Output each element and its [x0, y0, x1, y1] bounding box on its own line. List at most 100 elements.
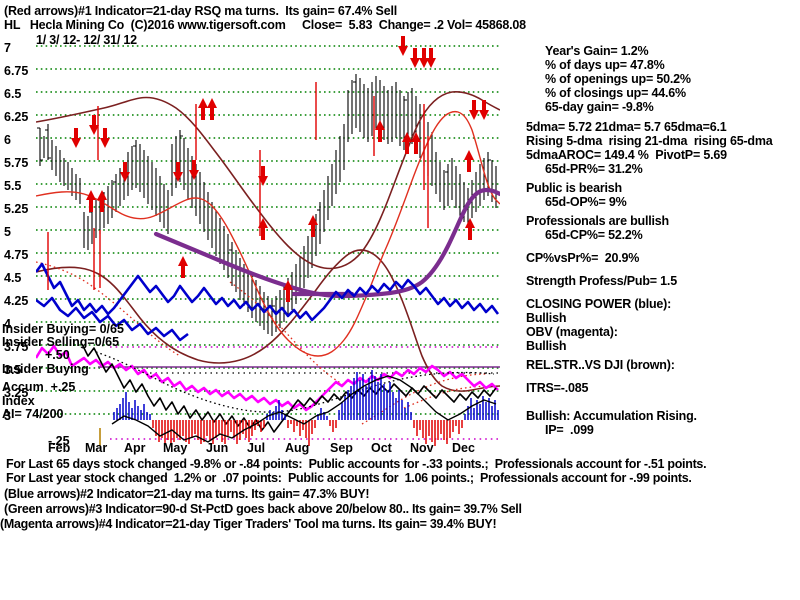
sell-arrow-down: [100, 128, 110, 148]
x-axis-month-jul: Jul: [247, 441, 266, 455]
tiger-traders-tool-line: [153, 187, 500, 299]
relative-strength-line: [81, 343, 497, 433]
sell-arrow-down: [410, 48, 420, 68]
ma21-line: [36, 110, 500, 357]
index-label: Index: [2, 394, 35, 408]
stat-rising-dma: Rising 5-dma rising 21-dma rising 65-dma: [526, 134, 773, 148]
y-axis-tick-55: 5.5: [4, 179, 22, 193]
x-axis-month-jun: Jun: [206, 441, 229, 455]
stat-ip: IP= .099: [545, 423, 594, 437]
y-axis-tick-35: 3.5: [4, 363, 22, 377]
buy-arrow-up: [308, 215, 318, 237]
ai-value: AI= 74/200: [2, 407, 64, 421]
legend-relstr-title: REL.STR..VS DJI (brown):: [526, 358, 675, 372]
chart-date-range: 1/ 3/ 12- 12/ 31/ 12: [36, 33, 137, 47]
stat-pct-closings-up: % of closings up= 44.6%: [545, 86, 686, 100]
relative-strength-dotted: [95, 351, 495, 413]
sell-arrow-down: [419, 48, 429, 68]
sell-arrow-down: [173, 162, 183, 182]
legend-closing-power-title: CLOSING POWER (blue):: [526, 297, 672, 311]
ma65-lower-branch: [36, 249, 500, 392]
y-axis-tick-625: 6.25: [4, 110, 29, 124]
sell-arrow-down: [398, 36, 408, 56]
y-axis-tick-325: 3.25: [4, 386, 29, 400]
stat-pct-openings-up: % of openings up= 50.2%: [545, 72, 691, 86]
stat-65d-op: 65d-OP%= 9%: [545, 195, 627, 209]
buy-arrow-up: [86, 190, 96, 212]
y-axis-tick-4: 4: [4, 317, 11, 331]
ma65-line: [36, 91, 500, 270]
x-axis-month-apr: Apr: [124, 441, 146, 455]
y-axis-tick-475: 4.75: [4, 248, 29, 262]
y-axis-tick-375: 3.75: [4, 340, 29, 354]
y-axis-tick-525: 5.25: [4, 202, 29, 216]
accum-smoothing-line: [111, 375, 497, 443]
buy-arrow-up: [402, 132, 412, 154]
buy-arrow-up: [258, 218, 268, 240]
buy-arrow-up: [375, 120, 385, 142]
stat-strength-ratio: Strength Profess/Pub= 1.5: [526, 274, 677, 288]
accumulation-index-histogram: [111, 370, 499, 446]
footer-indicator-2: (Blue arrows)#2 Indicator=21-day ma turn…: [4, 487, 370, 501]
indicator-reference-lines: [110, 346, 500, 440]
sell-arrow-down: [469, 100, 479, 120]
stat-aroc-pivot: 5dmaAROC= 149.4 % PivotP= 5.69: [526, 148, 727, 162]
stat-pct-days-up: % of days up= 47.8%: [545, 58, 665, 72]
footer-indicator-4: (Magenta arrows)#4 Indicator=21-day Tige…: [0, 517, 497, 531]
y-axis-tick-7: 7: [4, 41, 11, 55]
footer-65day-summary: For Last 65 days stock changed -9.8% or …: [6, 457, 707, 471]
sell-arrow-down: [479, 100, 489, 120]
accum-label: Accum +.25: [2, 380, 76, 394]
stat-public-sentiment: Public is bearish: [526, 181, 622, 195]
buy-arrow-up: [178, 256, 188, 278]
x-axis-month-dec: Dec: [452, 441, 475, 455]
buy-arrow-up: [207, 98, 217, 120]
legend-obv-title: OBV (magenta):: [526, 325, 618, 339]
buy-arrow-up: [465, 218, 475, 240]
stat-65d-cp: 65d-CP%= 52.2%: [545, 228, 643, 242]
accum-scale-plus-half: +.50: [45, 348, 70, 362]
x-axis-month-mar: Mar: [85, 441, 108, 455]
price-bars: [37, 74, 497, 336]
sell-arrow-down: [426, 48, 436, 68]
indicator-1-headline: (Red arrows)#1 Indicator=21-day RSQ ma t…: [4, 4, 397, 18]
sell-arrows: [71, 36, 489, 186]
x-axis-month-may: May: [163, 441, 188, 455]
buy-arrow-up: [411, 132, 421, 154]
sell-arrow-down: [89, 115, 99, 135]
y-axis-tick-5: 5: [4, 225, 11, 239]
x-axis-month-feb: Feb: [48, 441, 71, 455]
legend-closing-power-value: Bullish: [526, 311, 567, 325]
stat-cp-vs-pr: CP%vsPr%= 20.9%: [526, 251, 640, 265]
obv-line: [36, 344, 499, 412]
ticker-quote-line: HL Hecla Mining Co (C)2016 www.tigersoft…: [4, 18, 526, 32]
x-axis-month-sep: Sep: [330, 441, 353, 455]
sell-arrow-down: [120, 162, 130, 182]
signal-vertical-lines: [47, 82, 429, 290]
buy-arrow-up: [464, 150, 474, 172]
stat-itrs: ITRS=-.085: [526, 381, 589, 395]
footer-indicator-3: (Green arrows)#3 Indicator=90-d St-PctD …: [4, 502, 522, 516]
y-axis-tick-3: 3: [4, 409, 11, 423]
y-axis-tick-65: 6.5: [4, 87, 22, 101]
insider-buying-label: Insider Buying: [2, 362, 89, 376]
gridlines: [36, 45, 500, 415]
stat-accumulation-status: Bullish: Accumulation Rising.: [526, 409, 697, 423]
accum-scale-minus-quarter: -.25: [48, 434, 70, 448]
y-axis-tick-45: 4.5: [4, 271, 22, 285]
stat-dma-values: 5dma= 5.72 21dma= 5.7 65dma=6.1: [526, 120, 727, 134]
footer-year-summary: For Last year stock changed 1.2% or .07 …: [6, 471, 692, 485]
sell-arrow-down: [258, 166, 268, 186]
buy-arrows: [86, 98, 475, 302]
buy-arrow-up: [283, 280, 293, 302]
stat-65day-gain: 65-day gain= -9.8%: [545, 100, 654, 114]
stat-years-gain: Year's Gain= 1.2%: [545, 44, 649, 58]
insider-buying-count: Insider Buying= 0/65: [2, 322, 124, 336]
x-axis-month-nov: Nov: [410, 441, 434, 455]
stat-65d-pr: 65d-PR%= 31.2%: [545, 162, 643, 176]
buy-arrow-up: [97, 190, 107, 212]
y-axis-tick-575: 5.75: [4, 156, 29, 170]
y-axis-tick-6: 6: [4, 133, 11, 147]
sell-arrow-down: [189, 160, 199, 180]
